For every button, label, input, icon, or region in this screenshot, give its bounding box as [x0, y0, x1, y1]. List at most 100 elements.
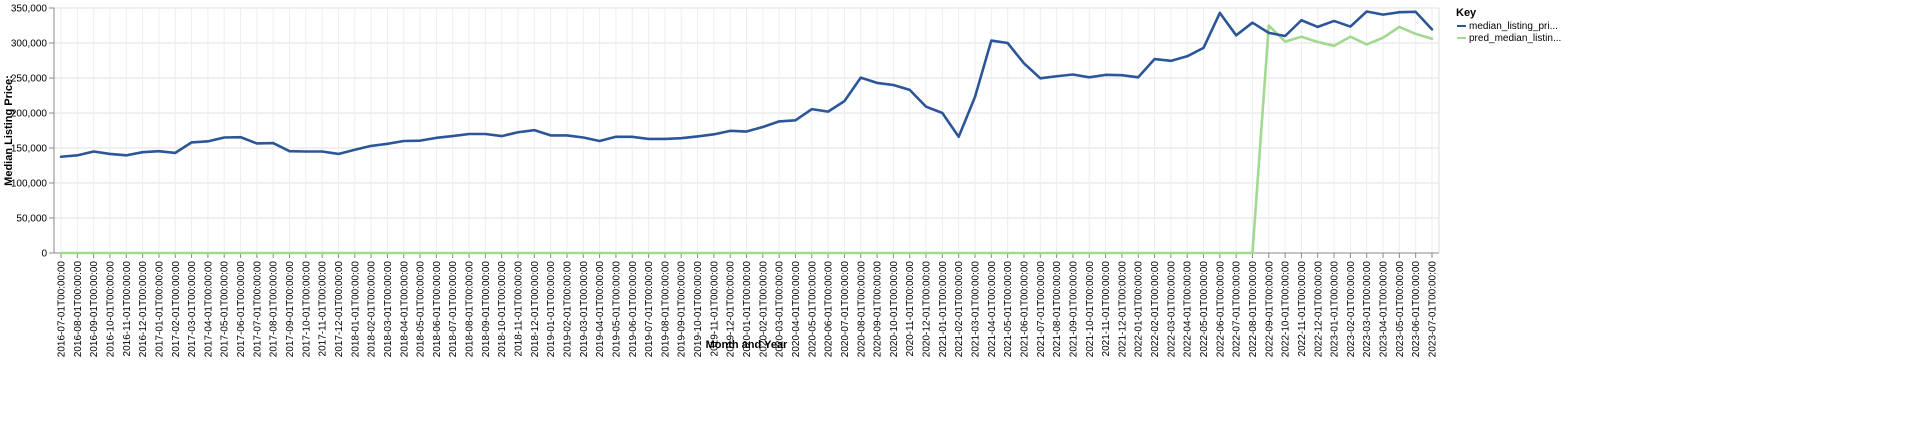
x-tick-label: 2017-04-01T00:00:00 [203, 261, 214, 358]
x-tick-label: 2021-10-01T00:00:00 [1085, 261, 1096, 358]
x-tick-label: 2016-07-01T00:00:00 [57, 261, 68, 358]
x-tick-label: 2020-02-01T00:00:00 [758, 261, 769, 358]
y-tick-label: 350,000 [11, 4, 48, 15]
x-tick-label: 2018-12-01T00:00:00 [530, 261, 541, 358]
x-tick-label: 2021-03-01T00:00:00 [971, 261, 982, 358]
x-tick-label: 2016-11-01T00:00:00 [122, 261, 133, 357]
x-tick-label: 2016-08-01T00:00:00 [73, 261, 84, 358]
x-axis-title: Month and Year [706, 339, 788, 351]
x-tick-label: 2020-06-01T00:00:00 [824, 261, 835, 358]
x-tick-label: 2018-01-01T00:00:00 [350, 261, 361, 358]
x-tick-label: 2020-07-01T00:00:00 [840, 261, 851, 358]
y-tick-label: 300,000 [11, 39, 48, 50]
x-tick-label: 2018-04-01T00:00:00 [399, 261, 410, 358]
x-tick-label: 2019-04-01T00:00:00 [595, 261, 606, 358]
x-tick-label: 2019-03-01T00:00:00 [579, 261, 590, 358]
x-tick-label: 2021-01-01T00:00:00 [938, 261, 949, 358]
x-tick-label: 2020-01-01T00:00:00 [742, 261, 753, 358]
x-tick-label: 2018-03-01T00:00:00 [383, 261, 394, 358]
x-tick-label: 2017-01-01T00:00:00 [154, 261, 165, 358]
x-tick-label: 2019-09-01T00:00:00 [677, 261, 688, 358]
x-tick-label: 2019-05-01T00:00:00 [611, 261, 622, 358]
x-tick-label: 2019-06-01T00:00:00 [628, 261, 639, 358]
y-axis-title: Median Listing Price: [3, 75, 15, 186]
x-tick-label: 2017-05-01T00:00:00 [220, 261, 231, 358]
x-tick-label: 2017-12-01T00:00:00 [334, 261, 345, 358]
x-tick-label: 2018-10-01T00:00:00 [497, 261, 508, 358]
legend-title: Key [1456, 7, 1477, 19]
x-tick-label: 2017-06-01T00:00:00 [236, 261, 247, 358]
y-tick-label: 50,000 [16, 214, 47, 225]
x-tick-label: 2019-02-01T00:00:00 [562, 261, 573, 358]
x-tick-label: 2022-08-01T00:00:00 [1248, 261, 1259, 358]
x-tick-label: 2022-12-01T00:00:00 [1313, 261, 1324, 358]
x-tick-label: 2020-03-01T00:00:00 [775, 261, 786, 358]
y-tick-label: 0 [41, 249, 47, 260]
x-tick-label: 2020-12-01T00:00:00 [922, 261, 933, 358]
x-tick-label: 2021-05-01T00:00:00 [1003, 261, 1014, 358]
x-tick-label: 2022-04-01T00:00:00 [1183, 261, 1194, 358]
x-tick-label: 2019-12-01T00:00:00 [726, 261, 737, 358]
x-tick-label: 2021-11-01T00:00:00 [1101, 261, 1112, 357]
y-tick-label: 200,000 [11, 109, 48, 120]
x-tick-label: 2019-10-01T00:00:00 [693, 261, 704, 358]
x-tick-label: 2018-08-01T00:00:00 [465, 261, 476, 358]
x-tick-label: 2017-07-01T00:00:00 [252, 261, 263, 358]
x-tick-label: 2017-11-01T00:00:00 [318, 261, 329, 357]
x-tick-label: 2016-12-01T00:00:00 [138, 261, 149, 358]
x-tick-label: 2018-11-01T00:00:00 [514, 261, 525, 357]
x-tick-label: 2018-07-01T00:00:00 [448, 261, 459, 358]
x-tick-label: 2020-04-01T00:00:00 [791, 261, 802, 358]
grid [54, 7, 1439, 254]
legend-label-0: median_listing_pri... [1469, 21, 1558, 32]
x-tick-label: 2021-08-01T00:00:00 [1052, 261, 1063, 358]
x-tick-label: 2020-11-01T00:00:00 [905, 261, 916, 357]
x-tick-label: 2018-09-01T00:00:00 [481, 261, 492, 358]
x-tick-label: 2022-06-01T00:00:00 [1215, 261, 1226, 358]
x-tick-label: 2021-09-01T00:00:00 [1068, 261, 1079, 358]
y-tick-label: 250,000 [11, 74, 48, 85]
x-tick-label: 2023-06-01T00:00:00 [1411, 261, 1422, 358]
x-tick-label: 2021-04-01T00:00:00 [987, 261, 998, 358]
x-tick-label: 2020-09-01T00:00:00 [873, 261, 884, 358]
x-tick-label: 2022-05-01T00:00:00 [1199, 261, 1210, 358]
x-tick-label: 2021-02-01T00:00:00 [954, 261, 965, 358]
x-tick-label: 2021-07-01T00:00:00 [1036, 261, 1047, 358]
series-line-1 [59, 24, 1434, 255]
x-tick-label: 2018-06-01T00:00:00 [432, 261, 443, 358]
x-tick-label: 2017-09-01T00:00:00 [285, 261, 296, 358]
x-tick-label: 2022-09-01T00:00:00 [1264, 261, 1275, 358]
y-tick-label: 100,000 [11, 179, 48, 190]
x-tick-label: 2023-07-01T00:00:00 [1428, 261, 1439, 358]
axes: 0 50,000 100,000 150,000 200,000 250,000 300,0… [11, 4, 1440, 358]
x-tick-label: 2023-03-01T00:00:00 [1362, 261, 1373, 358]
x-tick-label: 2021-06-01T00:00:00 [1019, 261, 1030, 358]
x-tick-label: 2016-10-01T00:00:00 [105, 261, 116, 358]
x-tick-label: 2023-01-01T00:00:00 [1330, 261, 1341, 358]
x-tick-label: 2023-04-01T00:00:00 [1379, 261, 1390, 358]
y-tick-label: 150,000 [11, 144, 48, 155]
x-tick-label: 2018-05-01T00:00:00 [416, 261, 427, 358]
x-tick-label: 2020-08-01T00:00:00 [856, 261, 867, 358]
x-tick-label: 2017-10-01T00:00:00 [301, 261, 312, 358]
series-lines [59, 10, 1434, 255]
x-tick-label: 2022-01-01T00:00:00 [1134, 261, 1145, 358]
x-tick-label: 2022-07-01T00:00:00 [1232, 261, 1243, 358]
x-tick-label: 2022-11-01T00:00:00 [1297, 261, 1308, 357]
x-tick-label: 2017-02-01T00:00:00 [171, 261, 182, 358]
x-tick-label: 2022-02-01T00:00:00 [1150, 261, 1161, 358]
x-tick-label: 2017-03-01T00:00:00 [187, 261, 198, 358]
x-tick-label: 2023-05-01T00:00:00 [1395, 261, 1406, 358]
x-tick-label: 2023-02-01T00:00:00 [1346, 261, 1357, 358]
x-tick-label: 2019-08-01T00:00:00 [660, 261, 671, 358]
x-tick-label: 2017-08-01T00:00:00 [269, 261, 280, 358]
x-tick-label: 2020-10-01T00:00:00 [889, 261, 900, 358]
x-tick-label: 2021-12-01T00:00:00 [1117, 261, 1128, 358]
x-tick-label: 2019-07-01T00:00:00 [644, 261, 655, 358]
legend: Key median_listing_pri...pred_median_lis… [1456, 7, 1561, 44]
legend-label-1: pred_median_listin... [1469, 33, 1561, 44]
x-tick-label: 2019-01-01T00:00:00 [546, 261, 557, 358]
x-tick-label: 2022-10-01T00:00:00 [1281, 261, 1292, 358]
x-tick-label: 2016-09-01T00:00:00 [89, 261, 100, 358]
